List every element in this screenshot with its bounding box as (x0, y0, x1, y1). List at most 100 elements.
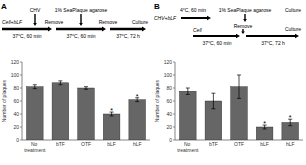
error-cap (58, 84, 62, 85)
panel-label: B (154, 2, 160, 11)
panel-label: A (1, 2, 7, 11)
y-tick-label: 40 (166, 111, 172, 117)
panel: BCHV+bLF4°C, 60 min1% SeaPlaque agaroseC… (154, 2, 303, 153)
diagram-label: 37°C, 60 min (67, 33, 96, 39)
x-tick-label: bLF (260, 141, 269, 147)
y-tick-label: 60 (13, 98, 19, 104)
y-tick (173, 114, 175, 115)
significance-marker: * (136, 93, 139, 100)
bar (179, 91, 196, 140)
diagram-label: CHV+bLF (154, 15, 177, 21)
x-tick-label-line: hLF (133, 141, 142, 147)
y-tick-label: 20 (166, 124, 172, 130)
x-tick-label: bTF (209, 141, 218, 147)
y-tick-label: 100 (164, 72, 173, 78)
error-cap (263, 128, 267, 129)
error-cap (186, 94, 190, 95)
significance-marker: * (289, 114, 292, 121)
y-tick-label: 80 (166, 85, 172, 91)
x-tick-label: hLF (133, 141, 142, 147)
error-cap (211, 93, 215, 94)
error-cap (211, 108, 215, 109)
error-line (213, 93, 214, 109)
y-tick (173, 127, 175, 128)
y-tick-label: 120 (11, 59, 20, 65)
x-tick-label: No treatment (177, 141, 199, 153)
diagram-label: Remove (45, 19, 64, 25)
axes: 020406080100120No treatmentbTFOTFbLFhLFN… (154, 59, 303, 153)
diagram-label: Cell+bLF (2, 19, 23, 25)
bar (103, 114, 120, 140)
arrow (110, 27, 146, 32)
y-tick-label: 100 (11, 72, 20, 78)
bar (78, 88, 95, 140)
x-tick-label: No treatment (24, 141, 46, 153)
x-tick-label: OTF (234, 141, 244, 147)
arrow (33, 14, 37, 26)
y-tick (20, 101, 22, 102)
y-tick (20, 75, 22, 76)
bar (256, 127, 273, 140)
error-cap (135, 101, 139, 102)
y-tick-label: 20 (13, 124, 19, 130)
diagram-label: 1% SeaPlaque agarose (55, 7, 108, 13)
bar (26, 87, 43, 140)
error-cap (84, 86, 88, 87)
error-line (34, 85, 35, 89)
y-tick (20, 127, 22, 128)
diagram-label: CHV (30, 7, 41, 13)
bars (179, 75, 298, 140)
x-tick-label: bLF (107, 141, 116, 147)
error-bar (211, 93, 215, 109)
y-tick (173, 101, 175, 102)
error-cap (84, 89, 88, 90)
error-cap (237, 98, 241, 99)
x-tick-label-line: hLF (286, 141, 295, 147)
y-tick (20, 88, 22, 89)
error-bar (237, 75, 241, 98)
axes: 020406080100120No treatmentbTFOTFbLFhLFN… (1, 59, 150, 153)
error-cap (58, 80, 62, 81)
bar (52, 83, 69, 140)
x-tick-label-line: treatment (177, 147, 199, 153)
error-cap (288, 125, 292, 126)
x-tick-label-line: bTF (209, 141, 218, 147)
diagram-label: Cell (193, 27, 203, 33)
diagram-label: 4°C, 60 min (180, 7, 206, 13)
panel: A Cell+bLF CHV Remove 37°C, 60 min 1% SeaPlaq… (1, 2, 150, 153)
diagram: CHV+bLF4°C, 60 min 1% SeaPlaque agarose Cu… (154, 7, 301, 46)
arrow (79, 14, 83, 26)
diagram-label: 1% SeaPlaque agarose (219, 7, 272, 13)
x-tick-label-line: bTF (56, 141, 65, 147)
error-line (86, 87, 87, 90)
diagram-label: Culture (285, 7, 301, 13)
y-tick (173, 75, 175, 76)
y-tick-label: 80 (13, 85, 19, 91)
x-tick-label-line: OTF (234, 141, 244, 147)
y-axis-label: Number of plaques (154, 79, 160, 122)
y-tick-label: 0 (169, 137, 172, 143)
error-bar (84, 87, 88, 90)
y-tick (173, 88, 175, 89)
diagram-label: Culture (285, 26, 301, 32)
error-cap (186, 88, 190, 89)
y-tick-label: 0 (16, 137, 19, 143)
error-bar (58, 81, 62, 85)
x-tick-label: bTF (56, 141, 65, 147)
diagram-label: Remove (234, 23, 253, 29)
y-tick-label: 60 (166, 98, 172, 104)
x-tick-label: OTF (81, 141, 91, 147)
arrow (241, 29, 245, 34)
error-line (187, 88, 188, 95)
x-tick-label: hLF (286, 141, 295, 147)
arrow (246, 34, 299, 39)
y-axis-label: Number of plaques (1, 79, 7, 122)
x-tick-label-line: treatment (24, 147, 46, 153)
error-cap (110, 115, 114, 116)
figure: A Cell+bLF CHV Remove 37°C, 60 min 1% SeaPlaq… (0, 0, 306, 165)
significance-marker: * (263, 120, 266, 127)
error-bar (33, 85, 37, 89)
x-tick-label-line: OTF (81, 141, 91, 147)
arrow (56, 27, 106, 32)
y-tick (20, 62, 22, 63)
